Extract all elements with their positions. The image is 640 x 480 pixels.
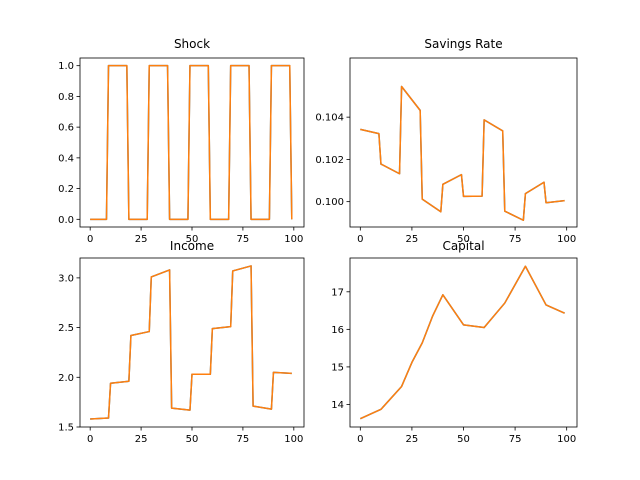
x-tick-label: 50 xyxy=(457,434,470,445)
x-tick-label: 100 xyxy=(284,234,303,245)
x-tick-label: 50 xyxy=(186,434,199,445)
subplot-capital: Capital 0 25 50 75 100 14 15 16 17 xyxy=(331,239,578,445)
subplot-title: Savings Rate xyxy=(424,37,502,51)
x-tick-label: 75 xyxy=(237,434,250,445)
x-tick-label: 50 xyxy=(186,234,199,245)
x-tick-label: 0 xyxy=(357,434,363,445)
x-tick-label: 25 xyxy=(135,434,148,445)
y-tick-label: 0.100 xyxy=(315,197,344,208)
y-tick-label: 0.102 xyxy=(315,155,344,166)
y-tick-label: 2.0 xyxy=(58,373,74,384)
x-tick-label: 100 xyxy=(284,434,303,445)
plot-area xyxy=(360,265,565,420)
x-tick-label: 50 xyxy=(457,234,470,245)
plot-area xyxy=(90,64,293,221)
series-line-2 xyxy=(360,265,565,420)
subplot-title: Capital xyxy=(442,239,484,253)
y-tick-label: 1.5 xyxy=(58,423,74,434)
x-tick-label: 25 xyxy=(135,234,148,245)
y-tick-label: 3.0 xyxy=(58,273,74,284)
y-tick-label: 17 xyxy=(331,287,344,298)
y-tick-label: 0.0 xyxy=(58,215,74,226)
x-tick-label: 0 xyxy=(357,234,363,245)
x-tick-label: 100 xyxy=(557,234,576,245)
y-tick-label: 0.104 xyxy=(315,113,344,124)
y-tick-label: 2.5 xyxy=(58,323,74,334)
x-tick-label: 75 xyxy=(237,234,250,245)
y-tick-label: 14 xyxy=(331,400,344,411)
y-tick-label: 0.4 xyxy=(58,153,74,164)
x-tick-label: 25 xyxy=(406,434,419,445)
y-tick-label: 16 xyxy=(331,325,344,336)
plot-area xyxy=(360,85,565,221)
subplot-income: Income 0 25 50 75 100 1.5 2.0 2.5 3.0 xyxy=(58,239,305,445)
x-tick-label: 0 xyxy=(87,434,93,445)
x-tick-label: 75 xyxy=(509,434,522,445)
series-line-2 xyxy=(90,64,293,221)
y-tick-label: 0.2 xyxy=(58,184,74,195)
y-tick-label: 0.8 xyxy=(58,92,74,103)
subplot-savings-rate: Savings Rate 0 25 50 75 100 0.100 0.102 0.104 xyxy=(315,37,578,245)
plot-area xyxy=(90,265,292,420)
subplot-shock: Shock 0 25 50 75 100 0.0 0.2 0.4 0.6 0.8 1.0 xyxy=(58,37,305,245)
x-tick-label: 0 xyxy=(87,234,93,245)
x-tick-label: 75 xyxy=(509,234,522,245)
x-tick-label: 25 xyxy=(406,234,419,245)
y-tick-label: 1.0 xyxy=(58,61,74,72)
y-tick-label: 15 xyxy=(331,362,344,373)
subplot-title: Shock xyxy=(174,37,210,51)
series-line-2 xyxy=(90,265,292,420)
subplot-title: Income xyxy=(170,239,214,253)
x-tick-label: 100 xyxy=(557,434,576,445)
y-tick-label: 0.6 xyxy=(58,123,74,134)
series-line-2 xyxy=(360,85,565,221)
